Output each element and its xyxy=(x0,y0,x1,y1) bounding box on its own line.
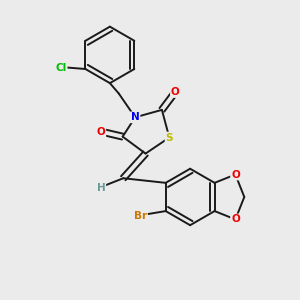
Text: O: O xyxy=(171,87,180,97)
Text: H: H xyxy=(97,183,105,193)
Text: O: O xyxy=(231,169,240,179)
Text: N: N xyxy=(131,112,140,122)
Text: S: S xyxy=(166,133,173,142)
Text: Cl: Cl xyxy=(56,62,67,73)
Text: Br: Br xyxy=(134,211,147,220)
Text: O: O xyxy=(231,214,240,224)
Text: O: O xyxy=(97,127,105,136)
